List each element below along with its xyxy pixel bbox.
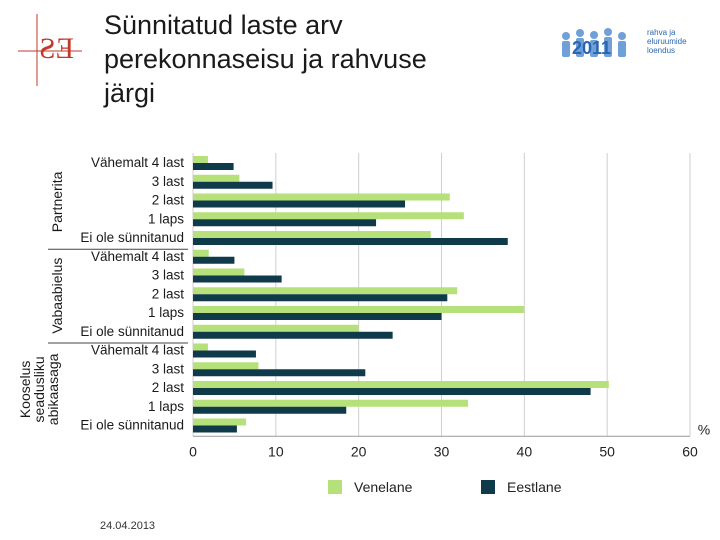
bar-venelane (193, 418, 247, 426)
title-line-1: Sünnitatud laste arv (104, 10, 343, 40)
census-text-line-3: loendus (647, 46, 676, 55)
footer-date: 24.04.2013 (100, 520, 156, 532)
bar-venelane (193, 287, 458, 295)
bar-venelane (193, 362, 259, 370)
x-tick-label: 20 (351, 443, 367, 459)
bar-eestlane (193, 350, 256, 358)
bar-chart: 0 10 20 30 40 50 60% Vähemalt 4 last 3 last 2 las… (17, 153, 710, 459)
page-title: Sünnitatud laste arv perekonnaseisu ja r… (104, 8, 544, 110)
category-label: Ei ole sünnitanud (80, 324, 184, 339)
x-tick-label: 60 (682, 443, 698, 459)
x-tick-label: 30 (434, 443, 450, 459)
category-label: 3 last (152, 361, 185, 376)
category-label: 1 laps (148, 211, 184, 226)
group-label: Partnerita (49, 171, 65, 232)
title-line-2: perekonnaseisu ja rahvuse (104, 44, 427, 74)
bar-eestlane (193, 219, 377, 227)
category-label: Vähemalt 4 last (91, 343, 184, 358)
category-label: Ei ole sünnitanud (80, 230, 184, 245)
census-text-line-1: rahva ja (647, 28, 676, 37)
bar-venelane (193, 268, 245, 276)
bar-eestlane (193, 275, 282, 283)
category-label: 2 last (152, 380, 185, 395)
bar-eestlane (193, 256, 235, 264)
bar-eestlane (193, 163, 234, 170)
category-label: Vähemalt 4 last (91, 155, 184, 170)
category-label: 1 laps (148, 399, 184, 414)
bar-venelane (193, 399, 469, 407)
bar-venelane (193, 249, 209, 257)
bar-venelane (193, 306, 525, 313)
es-logo: ES (18, 14, 82, 86)
legend-label-eestlane: Eestlane (507, 479, 562, 495)
bar-eestlane (193, 181, 273, 189)
es-logo-text: ES (39, 32, 74, 65)
bar-eestlane (193, 406, 347, 414)
bar-eestlane (193, 294, 448, 302)
category-label: Vähemalt 4 last (91, 249, 184, 264)
census-logo-text: rahva ja eluruumide loendus (647, 28, 687, 55)
census-text-line-2: eluruumide (647, 37, 687, 46)
x-tick-label: 0 (189, 443, 197, 459)
legend-label-venelane: Venelane (354, 479, 413, 495)
legend-swatch-venelane (328, 480, 342, 494)
category-label: 2 last (152, 193, 185, 208)
group-label: Vabaabielus (49, 258, 65, 334)
bar-eestlane (193, 425, 237, 433)
group-label: abikaasaga (45, 353, 61, 425)
category-label: Ei ole sünnitanud (80, 418, 184, 433)
x-tick-label: 40 (517, 443, 533, 459)
bar-venelane (193, 324, 359, 332)
category-label: 2 last (152, 286, 185, 301)
x-tick-label: 10 (268, 443, 284, 459)
bar-eestlane (193, 238, 508, 245)
x-axis-unit: % (698, 421, 710, 437)
census-logo: 2011 (562, 28, 626, 58)
census-logo-digits: 2011 (572, 38, 611, 58)
bar-eestlane (193, 388, 591, 395)
bar-eestlane (193, 313, 442, 320)
category-label: 1 laps (148, 305, 184, 320)
bar-venelane (193, 174, 240, 182)
bar-venelane (193, 231, 431, 238)
bar-eestlane (193, 200, 406, 208)
bar-venelane (193, 156, 208, 163)
bar-eestlane (193, 369, 366, 377)
bar-venelane (193, 212, 464, 220)
category-label: 3 last (152, 268, 185, 283)
bar-eestlane (193, 331, 393, 339)
bar-venelane (193, 343, 208, 351)
x-tick-label: 50 (599, 443, 615, 459)
category-label: 3 last (152, 174, 185, 189)
title-line-3: järgi (104, 78, 156, 108)
group-label: seadusliku (31, 356, 47, 422)
legend-swatch-eestlane (481, 480, 495, 494)
bar-venelane (193, 193, 450, 201)
bar-venelane (193, 381, 609, 388)
group-label: Kooselus (17, 361, 33, 419)
